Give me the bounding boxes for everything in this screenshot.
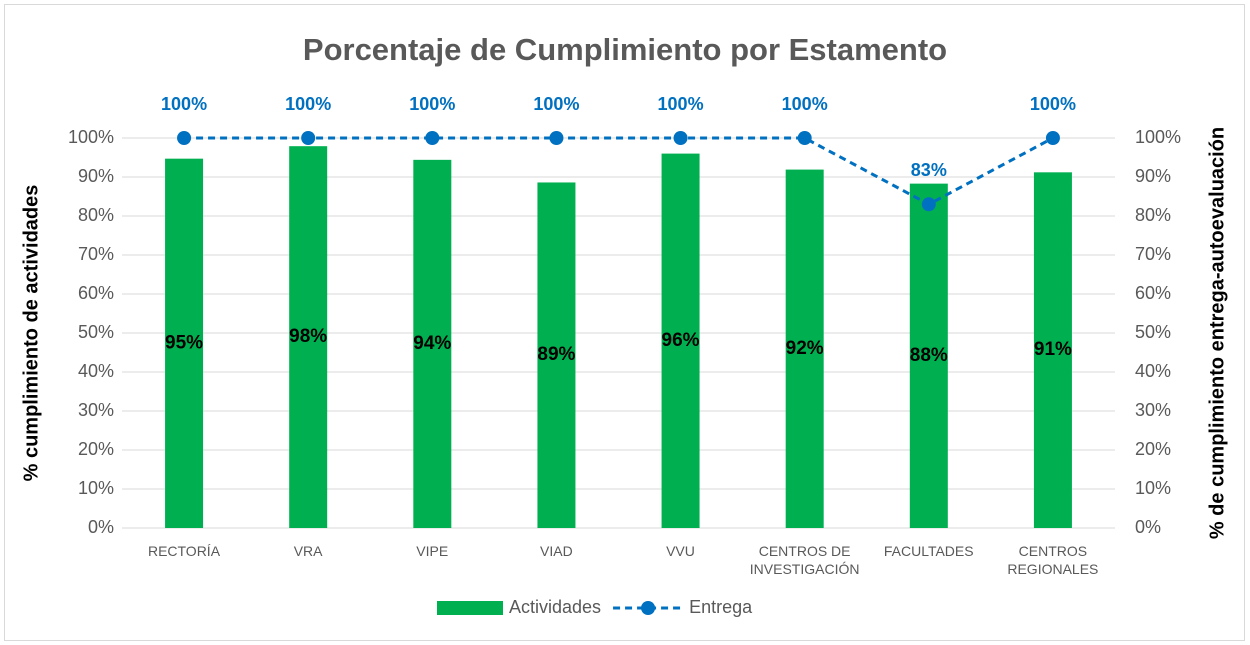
y2-tick-label: 70% xyxy=(1135,244,1171,264)
y-tick-label: 50% xyxy=(78,322,114,342)
x-tick-label: CENTROS DE INVESTIGACIÓN xyxy=(749,543,860,577)
bar xyxy=(537,182,576,528)
y-tick-label: 0% xyxy=(88,517,114,537)
chart-frame xyxy=(4,4,1245,641)
y-tick-label: 40% xyxy=(78,361,114,381)
y2-tick-label: 90% xyxy=(1135,166,1171,186)
y2-tick-label: 60% xyxy=(1135,283,1171,303)
bar-value-label: 92% xyxy=(786,338,824,359)
bar-value-label: 89% xyxy=(537,344,575,365)
line-value-label: 100% xyxy=(409,94,455,114)
y2-tick-label: 80% xyxy=(1135,205,1171,225)
line-value-label: 100% xyxy=(782,94,828,114)
y2-tick-label: 10% xyxy=(1135,478,1171,498)
line-value-label: 100% xyxy=(533,94,579,114)
line-marker xyxy=(425,131,440,145)
y-tick-label: 90% xyxy=(78,166,114,186)
line-marker xyxy=(177,131,192,145)
line-marker xyxy=(673,131,688,145)
line xyxy=(184,136,1054,207)
x-tick-label: VIAD xyxy=(540,543,573,559)
line-marker xyxy=(921,197,936,212)
x-tick-label: CENTROS REGIONALES xyxy=(1007,543,1099,577)
y-tick-label: 70% xyxy=(78,244,114,264)
bar-value-label: 96% xyxy=(662,330,700,351)
legend-swatch xyxy=(437,601,503,615)
line-marker xyxy=(549,131,564,145)
chart-title: Porcentaje de Cumplimiento por Estamento xyxy=(303,32,947,67)
bar-value-label: 88% xyxy=(910,345,948,366)
y-tick-label: 20% xyxy=(78,439,114,459)
y-tick-label: 100% xyxy=(68,127,114,147)
line-value-label: 100% xyxy=(658,94,704,114)
line-value-label: 100% xyxy=(285,94,331,114)
y-tick-label: 80% xyxy=(78,205,114,225)
line-value-label: 83% xyxy=(911,160,947,180)
y2-tick-label: 30% xyxy=(1135,400,1171,420)
y-tick-label: 10% xyxy=(78,478,114,498)
y2-tick-label: 20% xyxy=(1135,439,1171,459)
bar xyxy=(289,146,328,528)
bar-value-label: 91% xyxy=(1034,339,1072,360)
y2-tick-label: 0% xyxy=(1135,517,1161,537)
legend-label: Actividades xyxy=(509,597,601,617)
bar-value-label: 94% xyxy=(413,333,451,354)
x-tick-label: VVU xyxy=(666,543,695,559)
line-marker xyxy=(301,131,316,145)
y-tick-label: 60% xyxy=(78,283,114,303)
legend-marker xyxy=(641,601,656,615)
y2-tick-label: 40% xyxy=(1135,361,1171,381)
bar xyxy=(413,159,452,528)
y-tick-label: 30% xyxy=(78,400,114,420)
legend-label: Entrega xyxy=(689,597,753,617)
line-value-label: 100% xyxy=(161,94,207,114)
bar-value-label: 98% xyxy=(289,326,327,347)
x-tick-label: VRA xyxy=(293,543,323,559)
y2-tick-label: 100% xyxy=(1135,127,1181,147)
bar xyxy=(661,153,700,528)
line-value-label: 100% xyxy=(1030,94,1076,114)
x-tick-label: VIPE xyxy=(416,543,449,559)
bar xyxy=(785,169,824,528)
x-tick-label: RECTORÍA xyxy=(147,543,221,559)
bar xyxy=(1033,172,1072,528)
y2-axis-label: % de cumplimiento entrega-autoevaluación xyxy=(1206,127,1228,539)
line-marker xyxy=(1045,131,1060,145)
bar xyxy=(165,158,204,529)
y-axis-label: % cumplimiento de actividades xyxy=(20,185,42,482)
bar xyxy=(909,183,948,528)
y2-tick-label: 50% xyxy=(1135,322,1171,342)
bar-value-label: 95% xyxy=(165,332,203,353)
line-marker xyxy=(797,131,812,145)
x-tick-label: FACULTADES xyxy=(883,543,974,559)
